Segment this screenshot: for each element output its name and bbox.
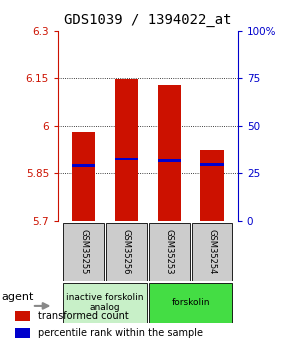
Text: percentile rank within the sample: percentile rank within the sample (38, 328, 203, 338)
Bar (72, 164, 95, 167)
Bar (149, 223, 190, 281)
Text: inactive forskolin
analog: inactive forskolin analog (66, 293, 144, 313)
Bar (192, 223, 233, 281)
Bar (14, 310, 30, 321)
Bar (157, 159, 181, 162)
Text: GSM35256: GSM35256 (122, 229, 131, 275)
Text: transformed count: transformed count (38, 311, 129, 321)
Title: GDS1039 / 1394022_at: GDS1039 / 1394022_at (64, 13, 232, 27)
Bar (115, 158, 138, 160)
Bar (63, 223, 104, 281)
Bar (200, 150, 224, 221)
Bar (115, 79, 138, 221)
Bar (157, 85, 181, 221)
Text: GSM35255: GSM35255 (79, 229, 88, 275)
Bar (149, 283, 233, 323)
Bar (106, 223, 147, 281)
Bar (63, 283, 147, 323)
Text: agent: agent (1, 292, 34, 302)
Text: forskolin: forskolin (171, 298, 210, 307)
Text: GSM35253: GSM35253 (165, 229, 174, 275)
Text: GSM35254: GSM35254 (208, 229, 217, 275)
Bar (200, 163, 224, 166)
Bar (14, 328, 30, 338)
Bar (72, 132, 95, 221)
